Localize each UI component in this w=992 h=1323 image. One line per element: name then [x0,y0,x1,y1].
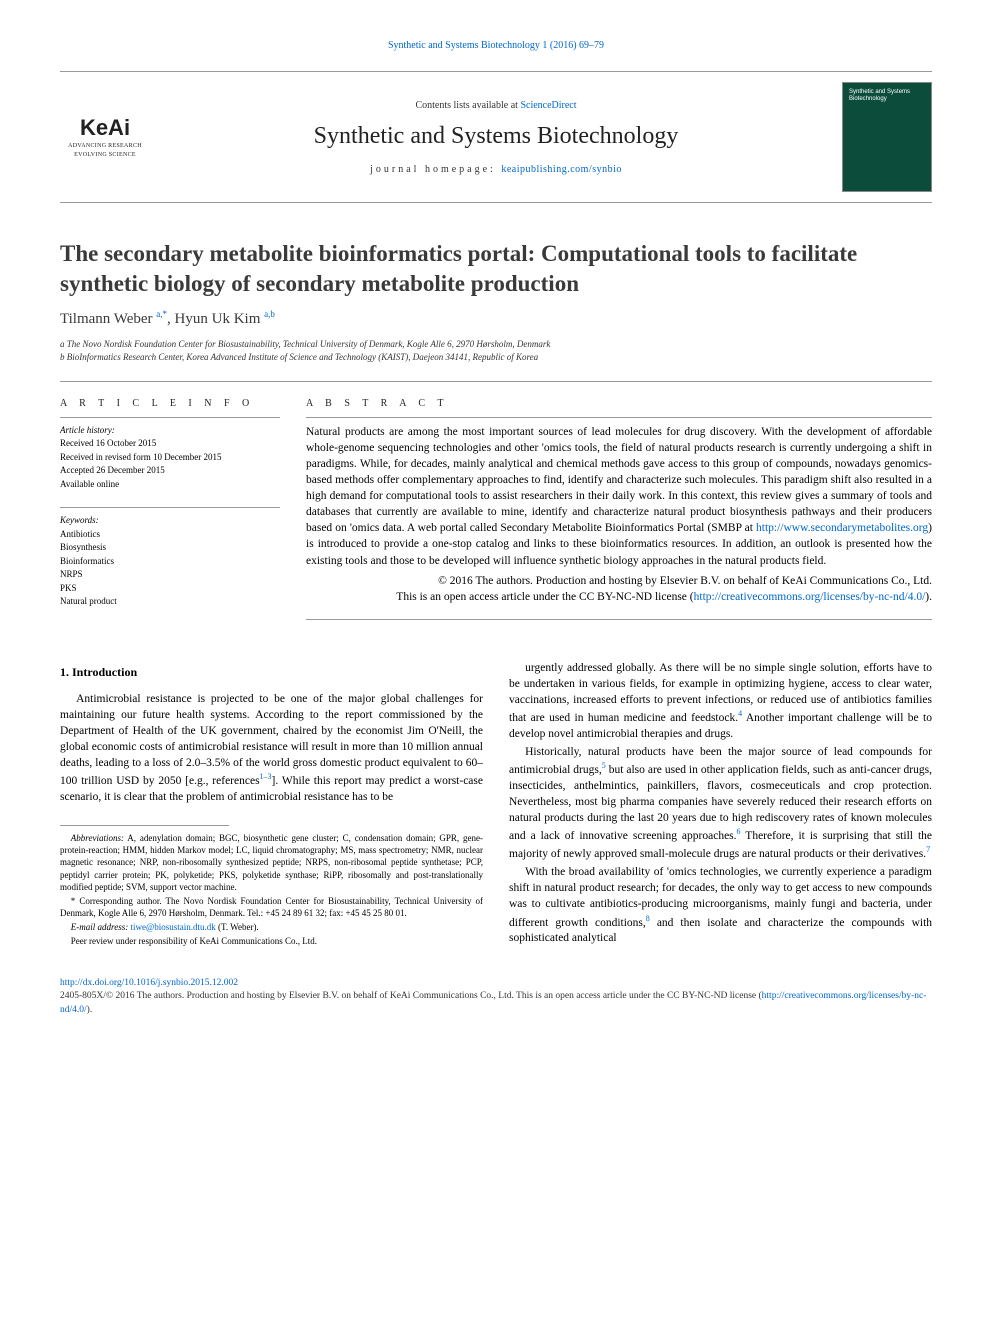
section-heading-introduction: 1. Introduction [60,664,483,681]
footnote-peer-review: Peer review under responsibility of KeAi… [60,935,483,947]
intro-para-1: Antimicrobial resistance is projected to… [60,691,483,805]
footnote-email: E-mail address: tiwe@biosustain.dtu.dk (… [60,921,483,933]
article-title: The secondary metabolite bioinformatics … [60,239,932,299]
keyword: PKS [60,583,77,593]
contents-available-line: Contents lists available at ScienceDirec… [164,100,828,111]
history-revised: Received in revised form 10 December 201… [60,452,221,462]
keywords: Keywords: Antibiotics Biosynthesis Bioin… [60,507,280,609]
header-center: Contents lists available at ScienceDirec… [164,100,828,175]
footnote-abbreviations: Abbreviations: A, adenylation domain; BG… [60,832,483,893]
article-history: Article history: Received 16 October 201… [60,417,280,492]
keai-tagline-2: EVOLVING SCIENCE [74,152,136,159]
abstract-bottom-rule [306,619,932,620]
author-2-affil-link[interactable]: a,b [264,309,275,319]
keyword: Natural product [60,596,117,606]
keyword: Biosynthesis [60,542,106,552]
journal-name: Synthetic and Systems Biotechnology [164,123,828,150]
cover-title: Synthetic and Systems Biotechnology [849,89,931,103]
keywords-label: Keywords: [60,515,99,525]
intro-para-4: With the broad availability of 'omics te… [509,864,932,946]
email-link[interactable]: tiwe@biosustain.dtu.dk [130,922,215,932]
history-received: Received 16 October 2015 [60,438,156,448]
smbp-link[interactable]: http://www.secondarymetabolites.org [756,522,928,534]
affiliation-a: a The Novo Nordisk Foundation Center for… [60,338,932,352]
affiliation-b: b BioInformatics Research Center, Korea … [60,351,932,365]
abstract-text: Natural products are among the most impo… [306,417,932,569]
journal-header: KeAi ADVANCING RESEARCH EVOLVING SCIENCE… [60,71,932,203]
author-1-affil-link[interactable]: a,* [156,309,167,319]
journal-citation-top[interactable]: Synthetic and Systems Biotechnology 1 (2… [60,40,932,51]
abstract-copyright: © 2016 The authors. Production and hosti… [306,573,932,605]
journal-homepage-link[interactable]: keaipublishing.com/synbio [501,164,622,175]
history-available: Available online [60,479,119,489]
author-1: Tilmann Weber [60,311,156,327]
footnote-corresponding: * Corresponding author. The Novo Nordisk… [60,895,483,919]
journal-cover-thumb: Synthetic and Systems Biotechnology [842,82,932,192]
keyword: Antibiotics [60,529,100,539]
ref-link-1-3[interactable]: 1–3 [260,772,272,781]
doi-link[interactable]: http://dx.doi.org/10.1016/j.synbio.2015.… [60,978,238,988]
doi-block: http://dx.doi.org/10.1016/j.synbio.2015.… [60,977,932,1017]
history-label: Article history: [60,425,115,435]
footnotes: Abbreviations: A, adenylation domain; BG… [60,832,483,947]
author-2: Hyun Uk Kim [175,311,265,327]
authors: Tilmann Weber a,*, Hyun Uk Kim a,b [60,309,932,328]
keyword: NRPS [60,569,83,579]
body-text: 1. Introduction Antimicrobial resistance… [60,660,932,949]
article-info-col: A R T I C L E I N F O Article history: R… [60,398,280,620]
abstract-col: A B S T R A C T Natural products are amo… [306,398,932,620]
keai-brand: KeAi [80,115,130,141]
sciencedirect-link[interactable]: ScienceDirect [520,100,576,111]
keai-logo: KeAi ADVANCING RESEARCH EVOLVING SCIENCE [60,92,150,182]
affiliations: a The Novo Nordisk Foundation Center for… [60,338,932,365]
abstract-heading: A B S T R A C T [306,398,932,409]
keai-tagline-1: ADVANCING RESEARCH [68,143,142,150]
license-link[interactable]: http://creativecommons.org/licenses/by-n… [694,591,926,603]
ref-link-7[interactable]: 7 [926,845,930,854]
history-accepted: Accepted 26 December 2015 [60,465,165,475]
intro-para-3: Historically, natural products have been… [509,744,932,862]
article-info-heading: A R T I C L E I N F O [60,398,280,409]
keyword: Bioinformatics [60,556,114,566]
homepage-line: journal homepage: keaipublishing.com/syn… [164,164,828,175]
footnote-rule [60,825,229,826]
intro-para-2: urgently addressed globally. As there wi… [509,660,932,742]
